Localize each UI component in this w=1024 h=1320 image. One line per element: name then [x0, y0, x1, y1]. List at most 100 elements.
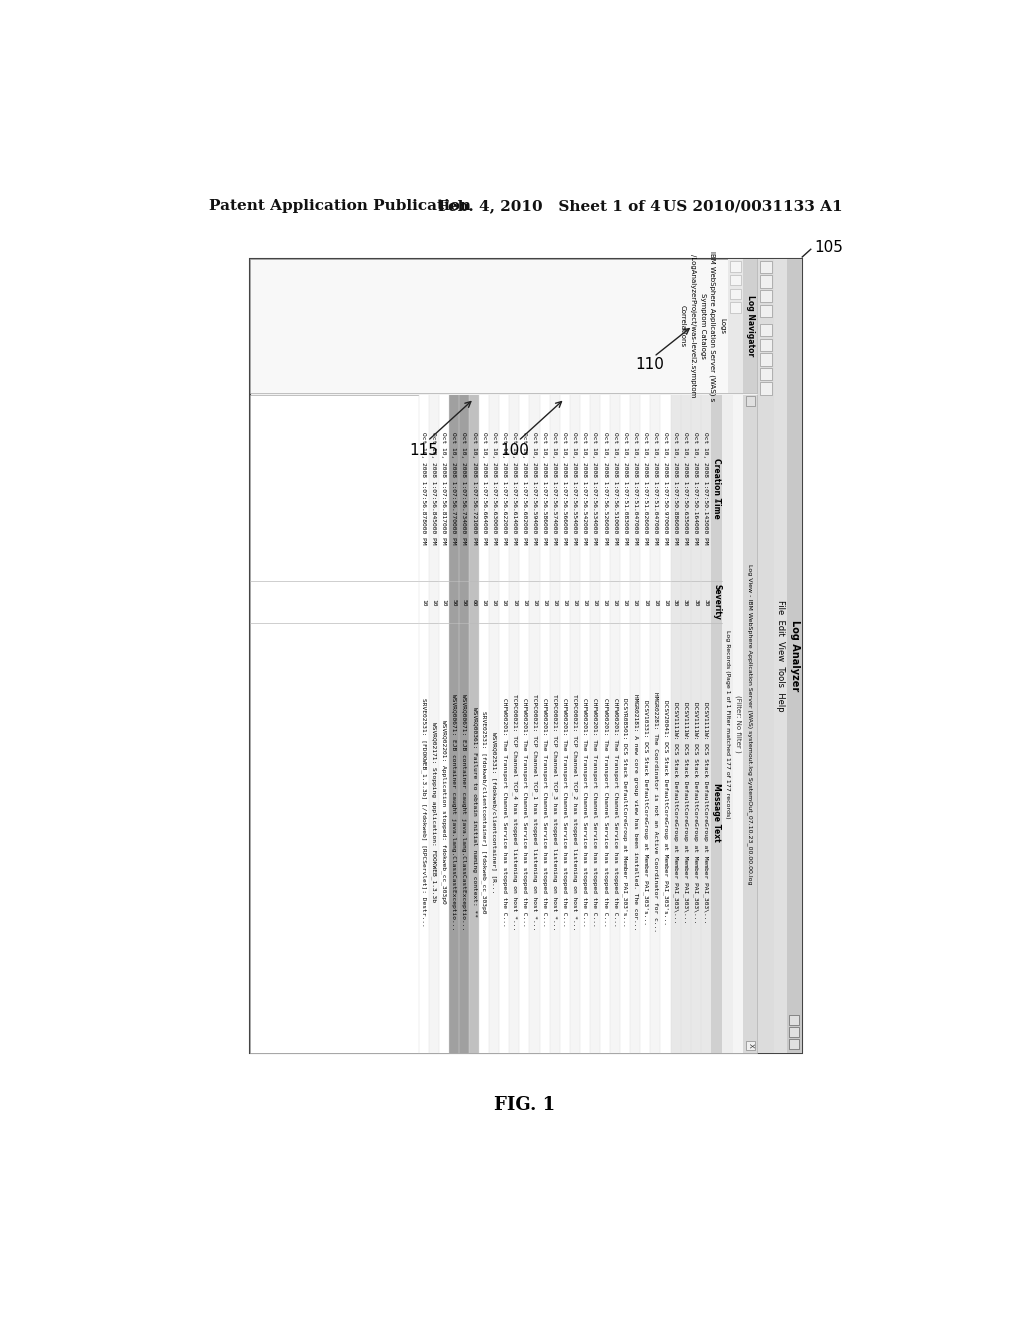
Bar: [760, 323, 772, 337]
Text: 110: 110: [636, 356, 665, 372]
Text: Logs: Logs: [720, 318, 726, 334]
Bar: [743, 259, 758, 393]
Bar: [621, 395, 630, 1053]
Bar: [690, 395, 700, 1053]
Text: 105: 105: [814, 240, 843, 255]
Text: US 2010/0031133 A1: US 2010/0031133 A1: [663, 199, 843, 213]
Text: CHFW00201: The Transport Channel Service has stopped the C...: CHFW00201: The Transport Channel Service…: [602, 698, 607, 927]
Bar: [610, 395, 621, 1053]
Bar: [509, 395, 519, 1053]
Text: Patent Application Publication: Patent Application Publication: [209, 199, 471, 213]
Bar: [732, 395, 743, 1053]
Text: DCSV10331: DCS Stack DefaultCoreGroup at Member PAI_303's...: DCSV10331: DCS Stack DefaultCoreGroup at…: [642, 700, 648, 924]
Text: HMGR02181: A new core group view has been installed. The cor...: HMGR02181: A new core group view has bee…: [633, 694, 638, 931]
Bar: [569, 395, 580, 1053]
Bar: [630, 395, 640, 1053]
Bar: [251, 395, 758, 1053]
Bar: [760, 305, 772, 317]
Bar: [760, 383, 772, 395]
Bar: [519, 395, 529, 1053]
Text: 10: 10: [441, 598, 446, 606]
Bar: [671, 395, 681, 1053]
Bar: [469, 395, 479, 1053]
Text: Oct 10, 2008 1:07:56.566000 PM: Oct 10, 2008 1:07:56.566000 PM: [562, 433, 567, 545]
Text: WSVRQ00361: Failure to obtain initial naming context: **: WSVRQ00361: Failure to obtain initial na…: [471, 708, 476, 917]
Text: Log Records (Page 1 of 1 Filter matched 177 of 177 records): Log Records (Page 1 of 1 Filter matched …: [725, 630, 730, 818]
Bar: [760, 354, 772, 366]
Text: 10: 10: [643, 598, 648, 606]
Bar: [730, 275, 741, 285]
Text: 10: 10: [522, 598, 527, 606]
Text: 50: 50: [462, 598, 467, 606]
Bar: [419, 395, 429, 1053]
Text: (Filter: No filter ): (Filter: No filter ): [734, 696, 741, 752]
Bar: [745, 396, 755, 405]
Bar: [730, 261, 741, 272]
Text: Oct 10, 2008 1:07:56.770000 PM: Oct 10, 2008 1:07:56.770000 PM: [452, 433, 457, 545]
Text: Log Navigator: Log Navigator: [745, 296, 755, 356]
Text: Oct 10, 2008 1:07:51.047000 PM: Oct 10, 2008 1:07:51.047000 PM: [653, 433, 657, 545]
Text: Oct 10, 2008 1:07:56.845000 PM: Oct 10, 2008 1:07:56.845000 PM: [431, 433, 436, 545]
Text: 10: 10: [431, 598, 436, 606]
Text: Oct 10, 2008 1:07:56.721000 PM: Oct 10, 2008 1:07:56.721000 PM: [471, 433, 476, 545]
Text: WSVRQ00671: EJB container caught java.lang.ClassCastExceptio...: WSVRQ00671: EJB container caught java.la…: [462, 694, 467, 931]
Text: CHFW00201: The Transport Channel Service has stopped the C...: CHFW00201: The Transport Channel Service…: [612, 698, 617, 927]
Bar: [790, 261, 800, 1051]
Text: DCSYR08501: DCS Stack DefaultCoreGroup at Member PAI_303's...: DCSYR08501: DCS Stack DefaultCoreGroup a…: [623, 698, 628, 927]
Text: Correlations: Correlations: [680, 305, 685, 347]
Text: Oct 10, 2008 1:07:51.083000 PM: Oct 10, 2008 1:07:51.083000 PM: [623, 433, 628, 545]
Text: 10: 10: [633, 598, 638, 606]
Text: 10: 10: [583, 598, 588, 606]
Bar: [728, 259, 743, 393]
Text: Oct 10, 2008 1:07:56.602000 PM: Oct 10, 2008 1:07:56.602000 PM: [522, 433, 527, 545]
Bar: [600, 395, 610, 1053]
Bar: [730, 302, 741, 313]
Text: 10: 10: [653, 598, 657, 606]
Bar: [790, 1015, 799, 1024]
Bar: [500, 395, 509, 1053]
Text: Symptom Catalogs: Symptom Catalogs: [699, 293, 706, 359]
Text: 30: 30: [703, 598, 709, 606]
Text: 10: 10: [492, 598, 497, 606]
Text: WSVRQ02201: Application stopped: fdokweb_cc_303p0: WSVRQ02201: Application stopped: fdokweb…: [441, 721, 446, 904]
Text: 10: 10: [421, 598, 426, 606]
Bar: [760, 290, 772, 302]
Text: 30: 30: [683, 598, 688, 606]
Text: CHFW00201: The Transport Channel Service has stopped the C...: CHFW00201: The Transport Channel Service…: [542, 698, 547, 927]
Bar: [540, 395, 550, 1053]
Text: Severity: Severity: [712, 585, 721, 620]
Text: X: X: [748, 1043, 754, 1048]
Bar: [429, 395, 438, 1053]
Text: Oct 10, 2008 1:07:56.734000 PM: Oct 10, 2008 1:07:56.734000 PM: [462, 433, 467, 545]
Text: 115: 115: [410, 442, 438, 458]
Text: Oct 10, 2008 1:07:50.970000 PM: Oct 10, 2008 1:07:50.970000 PM: [663, 433, 668, 545]
Text: Oct 10, 2008 1:07:50.886000 PM: Oct 10, 2008 1:07:50.886000 PM: [673, 433, 678, 545]
Text: WSVRQ02171: Stopping application: FDOKWEB_1.3.3b: WSVRQ02171: Stopping application: FDOKWE…: [431, 722, 436, 902]
Text: CHFW00201: The Transport Channel Service has stopped the C...: CHFW00201: The Transport Channel Service…: [522, 698, 527, 927]
Text: 10: 10: [552, 598, 557, 606]
Text: Oct 10, 2008 1:07:50.635000 PM: Oct 10, 2008 1:07:50.635000 PM: [683, 433, 688, 545]
Text: DCSV1111W: DCS Stack DefaultCoreGroup at Member PAI_303\...: DCSV1111W: DCS Stack DefaultCoreGroup at…: [693, 701, 698, 923]
Text: 100: 100: [500, 442, 528, 458]
Text: 10: 10: [572, 598, 578, 606]
Text: WSVRQ00671: EJB container caught java.lang.ClassCastExceptio...: WSVRQ00671: EJB container caught java.la…: [452, 694, 457, 931]
Text: CHFW00201: The Transport Channel Service has stopped the C...: CHFW00201: The Transport Channel Service…: [502, 698, 507, 927]
Bar: [560, 395, 569, 1053]
Bar: [590, 395, 600, 1053]
Text: TCPC00021: TCP Channel TCP_4 has stopped listening on host *...: TCPC00021: TCP Channel TCP_4 has stopped…: [512, 694, 517, 931]
Bar: [459, 395, 469, 1053]
Bar: [790, 1039, 799, 1049]
Text: Oct 10, 2008 1:07:56.510000 PM: Oct 10, 2008 1:07:56.510000 PM: [612, 433, 617, 545]
Bar: [449, 395, 459, 1053]
Bar: [760, 261, 772, 273]
Text: CHFW00201: The Transport Channel Service has stopped the C...: CHFW00201: The Transport Channel Service…: [583, 698, 588, 927]
Text: TCPC00021: TCP Channel TCP_1 has stopped listening on host *...: TCPC00021: TCP Channel TCP_1 has stopped…: [531, 694, 538, 931]
Bar: [489, 395, 500, 1053]
Bar: [529, 395, 540, 1053]
Text: Oct 10, 2008 1:07:56.594000 PM: Oct 10, 2008 1:07:56.594000 PM: [532, 433, 537, 545]
Bar: [711, 395, 722, 1053]
Text: 10: 10: [593, 598, 597, 606]
Text: CHFW00201: The Transport Channel Service has stopped the C...: CHFW00201: The Transport Channel Service…: [562, 698, 567, 927]
Text: TCPC00021: TCP Channel TCP_2 has stopped listening on host *...: TCPC00021: TCP Channel TCP_2 has stopped…: [572, 694, 578, 931]
Text: 10: 10: [542, 598, 547, 606]
